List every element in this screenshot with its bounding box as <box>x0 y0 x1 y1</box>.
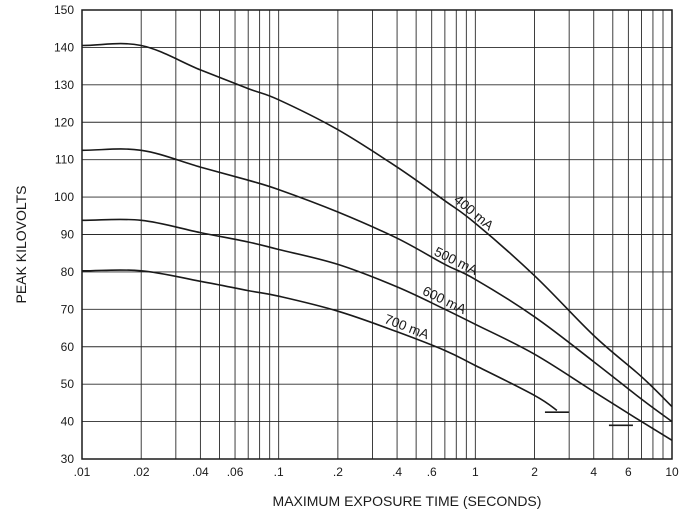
plot-frame <box>81 9 673 460</box>
y-axis-title: PEAK KILOVOLTS <box>13 185 29 303</box>
series-label: 600 mA <box>420 283 468 317</box>
y-tick-label: 110 <box>55 153 74 167</box>
x-tick-label: .01 <box>74 465 91 479</box>
x-tick-label: .04 <box>192 465 209 479</box>
x-tick-label: 6 <box>625 465 632 479</box>
y-tick-labels: 30 40 50 60 70 80 90 100 110 120 130 140 150 <box>54 3 74 466</box>
x-tick-label: 2 <box>531 465 538 479</box>
x-tick-label: 10 <box>665 465 679 479</box>
series-label: 700 mA <box>382 311 431 342</box>
x-tick-label: .02 <box>133 465 150 479</box>
x-tick-label: .4 <box>392 465 402 479</box>
y-tick-label: 70 <box>61 302 75 316</box>
y-tick-label: 90 <box>61 228 75 242</box>
y-tick-label: 80 <box>61 265 75 279</box>
x-tick-label: .06 <box>227 465 244 479</box>
y-tick-label: 50 <box>61 377 75 391</box>
series-line-500-ma <box>81 148 673 423</box>
y-tick-label: 100 <box>54 190 74 204</box>
series-line-600-ma <box>81 218 673 441</box>
grid <box>81 9 672 460</box>
x-tick-label: .1 <box>274 465 284 479</box>
y-tick-label: 140 <box>54 40 74 54</box>
y-tick-label: 30 <box>61 452 75 466</box>
y-tick-label: 120 <box>54 115 74 129</box>
series-line-700-ma <box>81 269 558 412</box>
y-tick-label: 130 <box>54 78 74 92</box>
x-tick-label: 4 <box>590 465 597 479</box>
y-tick-label: 150 <box>54 3 74 17</box>
y-tick-label: 60 <box>61 340 75 354</box>
x-tick-label: 1 <box>472 465 479 479</box>
x-tick-label: .2 <box>333 465 343 479</box>
x-tick-label: .6 <box>427 465 437 479</box>
x-axis-title: MAXIMUM EXPOSURE TIME (SECONDS) <box>273 493 542 509</box>
series-line-400-ma <box>81 42 673 408</box>
x-tick-labels: .01 .02 .04 .06 .1 .2 .4 .6 1 2 4 6 10 <box>74 465 679 479</box>
series-curves <box>81 42 673 441</box>
y-tick-label: 40 <box>61 415 75 429</box>
series-label: 400 mA <box>451 192 496 233</box>
